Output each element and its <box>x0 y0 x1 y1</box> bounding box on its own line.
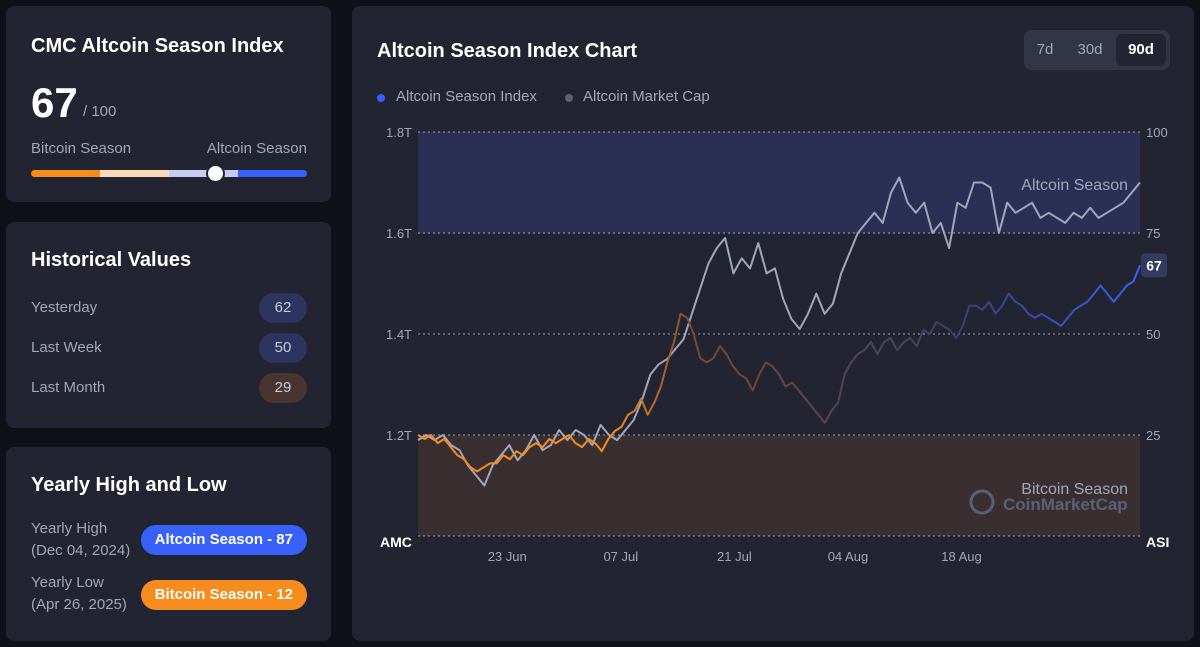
chart-plot: 1.8T 1.6T 1.4T 1.2T 100 75 50 25 AMC ASI 23 Jun 07 … <box>380 125 1169 564</box>
yearly-high-badge: Altcoin Season - 87 <box>140 525 307 555</box>
watermark-logo-icon <box>969 489 995 515</box>
index-card-title: CMC Altcoin Season Index <box>31 35 284 57</box>
scale-left-label: Bitcoin Season <box>31 140 132 157</box>
bitcoin-season-zone-label: Bitcoin Season <box>1021 481 1128 498</box>
yearly-low-badge: Bitcoin Season - 12 <box>140 580 307 610</box>
right-axis-tick: 75 <box>1146 226 1160 241</box>
left-axis-tick: 1.2T <box>386 428 412 443</box>
legend-dot-marketcap <box>565 94 573 102</box>
history-value-badge: 62 <box>259 293 307 323</box>
left-axis-tick: 1.4T <box>386 327 412 342</box>
yearly-high-label: Yearly High <box>31 520 108 537</box>
left-axis-tick: 1.8T <box>386 125 412 140</box>
index-value: 67 <box>31 79 78 126</box>
scale-segment-altcoin <box>238 170 307 177</box>
left-axis-label: AMC <box>380 534 412 550</box>
x-axis-tick: 23 Jun <box>488 549 527 564</box>
yearly-high-date: (Dec 04, 2024) <box>31 542 131 559</box>
chart-card: Altcoin Season Index Chart 7d 30d 90d Al… <box>352 6 1194 641</box>
yearly-low-label: Yearly Low <box>31 574 104 591</box>
scale-segment-bitcoin <box>31 170 100 177</box>
history-label: Yesterday <box>31 299 98 316</box>
x-axis-tick: 18 Aug <box>941 549 982 564</box>
scale-segment-bitcoin-light <box>100 170 169 177</box>
altcoin-season-zone <box>418 132 1140 233</box>
market-cap-line <box>417 176 1141 487</box>
range-selector: 7d 30d 90d <box>1024 30 1170 70</box>
historical-title: Historical Values <box>31 249 192 271</box>
watermark-text: CoinMarketCap <box>1003 495 1128 514</box>
scale-indicator-knob <box>208 166 224 181</box>
right-axis-tick: 100 <box>1146 125 1168 140</box>
x-axis-tick: 04 Aug <box>828 549 869 564</box>
current-value-label: 67 <box>1146 257 1162 273</box>
chart-title: Altcoin Season Index Chart <box>377 40 638 62</box>
x-axis-tick: 21 Jul <box>717 549 752 564</box>
scale-segment-altcoin-light <box>169 170 238 177</box>
history-value-badge: 29 <box>259 373 307 403</box>
yearly-high-low-card: Yearly High and Low Yearly High (Dec 04,… <box>6 447 331 641</box>
scale-right-label: Altcoin Season <box>206 140 307 157</box>
history-label: Last Week <box>31 339 102 356</box>
bitcoin-season-zone <box>418 435 1140 536</box>
right-axis-tick: 50 <box>1146 327 1160 342</box>
range-30d-button[interactable]: 30d <box>1077 41 1103 58</box>
legend-index[interactable]: Altcoin Season Index <box>396 88 537 105</box>
altcoin-season-zone-label: Altcoin Season <box>1021 177 1128 194</box>
altcoin-index-line <box>417 264 1141 473</box>
history-label: Last Month <box>31 379 106 396</box>
right-axis-label: ASI <box>1146 534 1169 550</box>
current-value-badge <box>1141 253 1167 278</box>
legend-dot-index <box>377 94 385 102</box>
index-max: / 100 <box>83 103 117 120</box>
historical-values-card: Historical Values Yesterday 62 Last Week… <box>6 222 331 428</box>
yearly-low-date: (Apr 26, 2025) <box>31 596 127 613</box>
range-90d-button[interactable]: 90d <box>1116 34 1166 66</box>
history-row-last-month: Last Month 29 <box>31 373 307 403</box>
history-row-last-week: Last Week 50 <box>31 333 307 363</box>
season-scale-bar <box>31 166 307 181</box>
right-axis-tick: 25 <box>1146 428 1160 443</box>
altcoin-index-card: CMC Altcoin Season Index 67 / 100 Bitcoi… <box>6 6 331 202</box>
x-axis-tick: 07 Jul <box>603 549 638 564</box>
left-axis-tick: 1.6T <box>386 226 412 241</box>
history-value-badge: 50 <box>259 333 307 363</box>
range-7d-button[interactable]: 7d <box>1036 41 1054 58</box>
legend-marketcap[interactable]: Altcoin Market Cap <box>583 88 710 105</box>
yearly-title: Yearly High and Low <box>31 474 227 496</box>
history-row-yesterday: Yesterday 62 <box>31 293 307 323</box>
